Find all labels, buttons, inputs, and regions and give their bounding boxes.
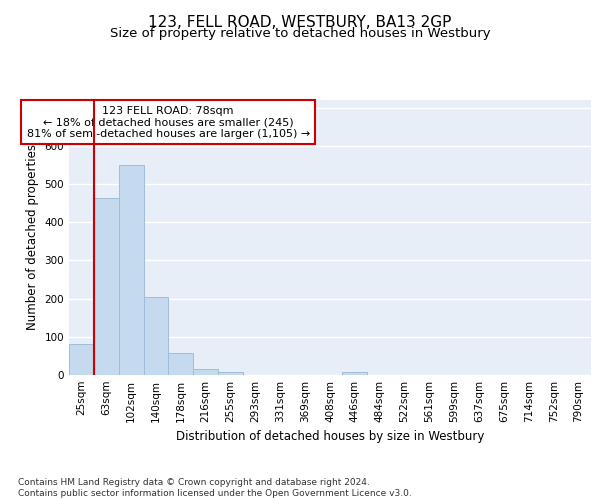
- Text: Size of property relative to detached houses in Westbury: Size of property relative to detached ho…: [110, 28, 490, 40]
- Bar: [193, 370, 218, 375]
- Bar: [169, 353, 193, 375]
- X-axis label: Distribution of detached houses by size in Westbury: Distribution of detached houses by size …: [176, 430, 484, 444]
- Bar: [119, 165, 143, 375]
- Text: 123 FELL ROAD: 78sqm
← 18% of detached houses are smaller (245)
81% of semi-deta: 123 FELL ROAD: 78sqm ← 18% of detached h…: [26, 106, 310, 138]
- Y-axis label: Number of detached properties: Number of detached properties: [26, 144, 39, 330]
- Bar: [343, 372, 367, 375]
- Bar: [69, 344, 94, 375]
- Bar: [143, 296, 169, 375]
- Text: 123, FELL ROAD, WESTBURY, BA13 2GP: 123, FELL ROAD, WESTBURY, BA13 2GP: [148, 15, 452, 30]
- Bar: [94, 198, 119, 375]
- Bar: [218, 372, 243, 375]
- Text: Contains HM Land Registry data © Crown copyright and database right 2024.
Contai: Contains HM Land Registry data © Crown c…: [18, 478, 412, 498]
